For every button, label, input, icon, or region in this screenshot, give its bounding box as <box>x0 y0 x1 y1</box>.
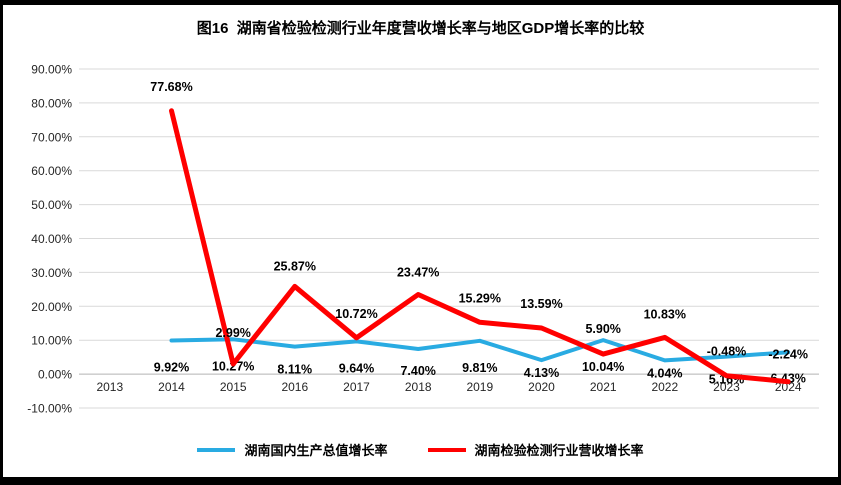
y-tick-label: 10.00% <box>31 334 72 348</box>
y-tick-label: 50.00% <box>31 198 72 212</box>
y-tick-label: 90.00% <box>31 63 72 77</box>
data-label: 13.59% <box>520 297 562 311</box>
x-tick-label: 2019 <box>466 380 493 394</box>
revenue-line-swatch <box>427 447 466 452</box>
x-tick-label: 2018 <box>405 380 432 394</box>
y-tick-label: 30.00% <box>31 266 72 280</box>
x-tick-label: 2016 <box>281 380 308 394</box>
data-label: 15.29% <box>459 291 501 305</box>
data-label: 9.64% <box>339 361 374 375</box>
data-label: 2.99% <box>215 326 250 340</box>
y-tick-label: 80.00% <box>31 96 72 110</box>
y-tick-label: 70.00% <box>31 130 72 144</box>
gdp-line-swatch <box>197 447 236 452</box>
data-label: -0.48% <box>707 345 747 359</box>
x-tick-label: 2021 <box>590 380 617 394</box>
x-tick-label: 2017 <box>343 380 370 394</box>
y-tick-label: -10.00% <box>27 402 72 416</box>
y-tick-label: 40.00% <box>31 232 72 246</box>
x-tick-label: 2015 <box>220 380 247 394</box>
x-tick-label: 2023 <box>713 380 740 394</box>
chart-canvas: 90.00% 80.00% 70.00% 60.00% 50.00% 40.00% 30.0… <box>27 63 819 416</box>
y-tick-label: 0.00% <box>38 368 72 382</box>
data-label: 10.72% <box>335 307 377 321</box>
data-label: 77.68% <box>150 80 192 94</box>
chart-title: 图16 湖南省检验检测行业年度营收增长率与地区GDP增长率的比较 <box>196 20 645 37</box>
data-label: 9.81% <box>462 361 497 375</box>
legend-label-revenue: 湖南检验检测行业营收增长率 <box>474 443 644 458</box>
revenue-line <box>169 108 791 385</box>
x-tick-label: 2014 <box>158 380 185 394</box>
x-tick-label: 2013 <box>96 380 123 394</box>
gdp-line <box>169 337 791 363</box>
data-label: -2.24% <box>768 348 808 362</box>
x-tick-label: 2020 <box>528 380 555 394</box>
chart-legend: 湖南国内生产总值增长率 湖南检验检测行业营收增长率 <box>3 440 838 459</box>
legend-item-gdp: 湖南国内生产总值增长率 <box>197 440 388 459</box>
data-label: 25.87% <box>274 259 316 273</box>
data-label: 8.11% <box>277 363 312 377</box>
data-label: 7.40% <box>400 364 435 378</box>
x-tick-label: 2022 <box>651 380 678 394</box>
legend-label-gdp: 湖南国内生产总值增长率 <box>244 443 388 458</box>
data-label: 23.47% <box>397 266 439 280</box>
data-label: 9.92% <box>154 361 189 375</box>
data-label: 10.83% <box>644 307 686 321</box>
data-label: 4.04% <box>647 366 682 380</box>
data-label: 4.13% <box>524 366 559 380</box>
legend-item-revenue: 湖南检验检测行业营收增长率 <box>427 440 644 459</box>
x-tick-label: 2024 <box>775 380 802 394</box>
y-tick-label: 20.00% <box>31 300 72 314</box>
y-tick-label: 60.00% <box>31 164 72 178</box>
data-label: 10.04% <box>582 360 624 374</box>
data-label: 5.90% <box>585 322 620 336</box>
